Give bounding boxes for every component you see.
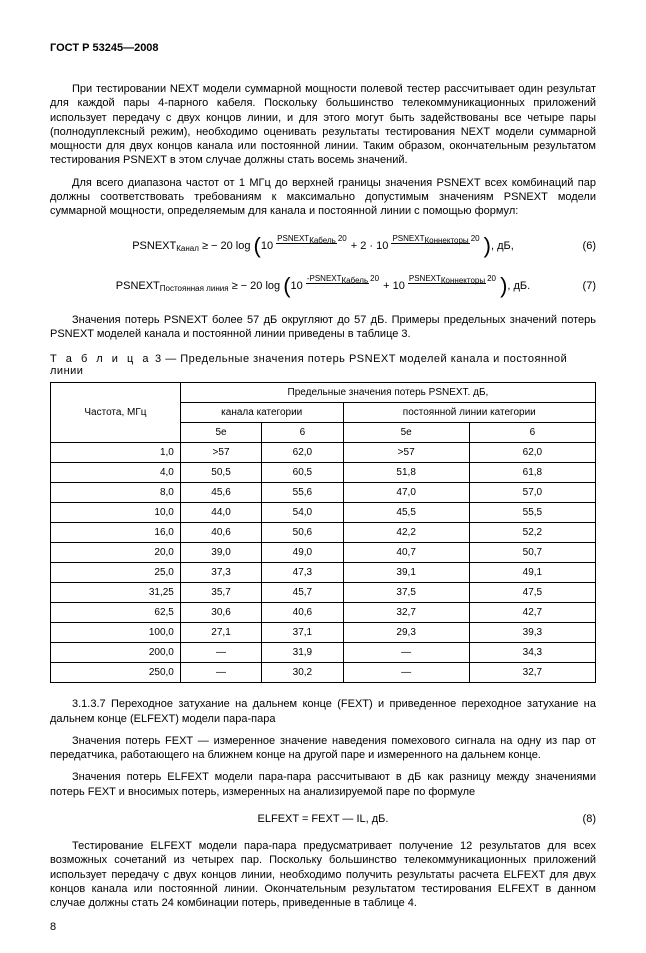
table-cell: 30,6	[180, 603, 261, 623]
table-cell: 39,0	[180, 543, 261, 563]
table-cell: 60,5	[262, 463, 343, 483]
table-cell: 16,0	[51, 523, 181, 543]
page-number: 8	[50, 921, 596, 933]
table-row: 200,0—31,9—34,3	[51, 643, 596, 663]
table-cell: 45,7	[262, 583, 343, 603]
table-row: 1,0>5762,0>5762,0	[51, 443, 596, 463]
paragraph-7: Тестирование ELFEXT модели пара-пара пре…	[50, 839, 596, 910]
table-cell: 62,0	[469, 443, 595, 463]
formula-7-number: (7)	[583, 280, 596, 292]
table-row: 4,050,560,551,861,8	[51, 463, 596, 483]
table-cell: 34,3	[469, 643, 595, 663]
col-header-permlink: постоянной линии категории	[343, 403, 595, 423]
table-cell: 31,9	[262, 643, 343, 663]
table-cell: >57	[343, 443, 469, 463]
table-row: 250,0—30,2—32,7	[51, 663, 596, 683]
col-header-freq: Частота, МГц	[51, 383, 181, 443]
table-cell: 40,6	[180, 523, 261, 543]
table-cell: 51,8	[343, 463, 469, 483]
table-cell: 55,5	[469, 503, 595, 523]
col-6-a: 6	[262, 423, 343, 443]
table-cell: 62,0	[262, 443, 343, 463]
table-row: 8,045,655,647,057,0	[51, 483, 596, 503]
table-cell: 52,2	[469, 523, 595, 543]
col-5e-a: 5e	[180, 423, 261, 443]
table-cell: 50,5	[180, 463, 261, 483]
table-cell: 37,1	[262, 623, 343, 643]
table-cell: —	[180, 643, 261, 663]
table-row: 25,037,347,339,149,1	[51, 563, 596, 583]
table-cell: —	[343, 643, 469, 663]
doc-header: ГОСТ Р 53245—2008	[50, 42, 596, 54]
table-cell: 47,5	[469, 583, 595, 603]
table-cell: 44,0	[180, 503, 261, 523]
formula-6: PSNEXTКанал ≥ − 20 log (10 PSNEXTКабель2…	[50, 233, 596, 259]
formula-7: PSNEXTПостоянная линия ≥ − 20 log (10 -P…	[50, 273, 596, 299]
table-cell: 45,5	[343, 503, 469, 523]
table-cell: 45,6	[180, 483, 261, 503]
col-header-group: Предельные значения потерь PSNEXT. дБ,	[180, 383, 595, 403]
table-row: 16,040,650,642,252,2	[51, 523, 596, 543]
table-cell: 32,7	[469, 663, 595, 683]
col-5e-b: 5e	[343, 423, 469, 443]
table-cell: 20,0	[51, 543, 181, 563]
table-cell: 4,0	[51, 463, 181, 483]
table-cell: 29,3	[343, 623, 469, 643]
paragraph-5: Значения потерь FEXT — измеренное значен…	[50, 734, 596, 763]
table-cell: 250,0	[51, 663, 181, 683]
table-cell: 200,0	[51, 643, 181, 663]
table-cell: —	[180, 663, 261, 683]
table-cell: 42,7	[469, 603, 595, 623]
table-cell: 49,0	[262, 543, 343, 563]
table-row: 10,044,054,045,555,5	[51, 503, 596, 523]
table-cell: 47,3	[262, 563, 343, 583]
formula-6-number: (6)	[583, 240, 596, 252]
table-cell: 32,7	[343, 603, 469, 623]
formula-8: ELFEXT = FEXT — IL, дБ. (8)	[50, 813, 596, 825]
table-cell: 40,6	[262, 603, 343, 623]
table-cell: 37,5	[343, 583, 469, 603]
table-cell: 37,3	[180, 563, 261, 583]
table-cell: >57	[180, 443, 261, 463]
table-cell: 35,7	[180, 583, 261, 603]
table-cell: 30,2	[262, 663, 343, 683]
table-cell: 57,0	[469, 483, 595, 503]
table-cell: 39,1	[343, 563, 469, 583]
table-cell: 10,0	[51, 503, 181, 523]
paragraph-3: Значения потерь PSNEXT более 57 дБ округ…	[50, 313, 596, 342]
table-row: 20,039,049,040,750,7	[51, 543, 596, 563]
table-cell: 100,0	[51, 623, 181, 643]
table-cell: 55,6	[262, 483, 343, 503]
table-cell: 49,1	[469, 563, 595, 583]
paragraph-2: Для всего диапазона частот от 1 МГц до в…	[50, 176, 596, 219]
table-row: 62,530,640,632,742,7	[51, 603, 596, 623]
table-cell: 39,3	[469, 623, 595, 643]
table-cell: 40,7	[343, 543, 469, 563]
paragraph-4: 3.1.3.7 Переходное затухание на дальнем …	[50, 697, 596, 726]
table-cell: 1,0	[51, 443, 181, 463]
table-cell: 31,25	[51, 583, 181, 603]
table-cell: 61,8	[469, 463, 595, 483]
table-cell: 50,6	[262, 523, 343, 543]
table-cell: 50,7	[469, 543, 595, 563]
formula-8-number: (8)	[583, 813, 596, 825]
table-cell: 42,2	[343, 523, 469, 543]
table-row: 100,027,137,129,339,3	[51, 623, 596, 643]
col-header-channel: канала категории	[180, 403, 343, 423]
table-cell: 54,0	[262, 503, 343, 523]
paragraph-1: При тестировании NEXT модели суммарной м…	[50, 82, 596, 168]
table-cell: 25,0	[51, 563, 181, 583]
table-3: Частота, МГц Предельные значения потерь …	[50, 382, 596, 683]
table-row: 31,2535,745,737,547,5	[51, 583, 596, 603]
table-cell: 47,0	[343, 483, 469, 503]
table-cell: —	[343, 663, 469, 683]
paragraph-6: Значения потерь ELFEXT модели пара-пара …	[50, 770, 596, 799]
table-cell: 62,5	[51, 603, 181, 623]
table-cell: 27,1	[180, 623, 261, 643]
table-3-caption: Т а б л и ц а 3 — Предельные значения по…	[50, 353, 596, 377]
table-cell: 8,0	[51, 483, 181, 503]
col-6-b: 6	[469, 423, 595, 443]
